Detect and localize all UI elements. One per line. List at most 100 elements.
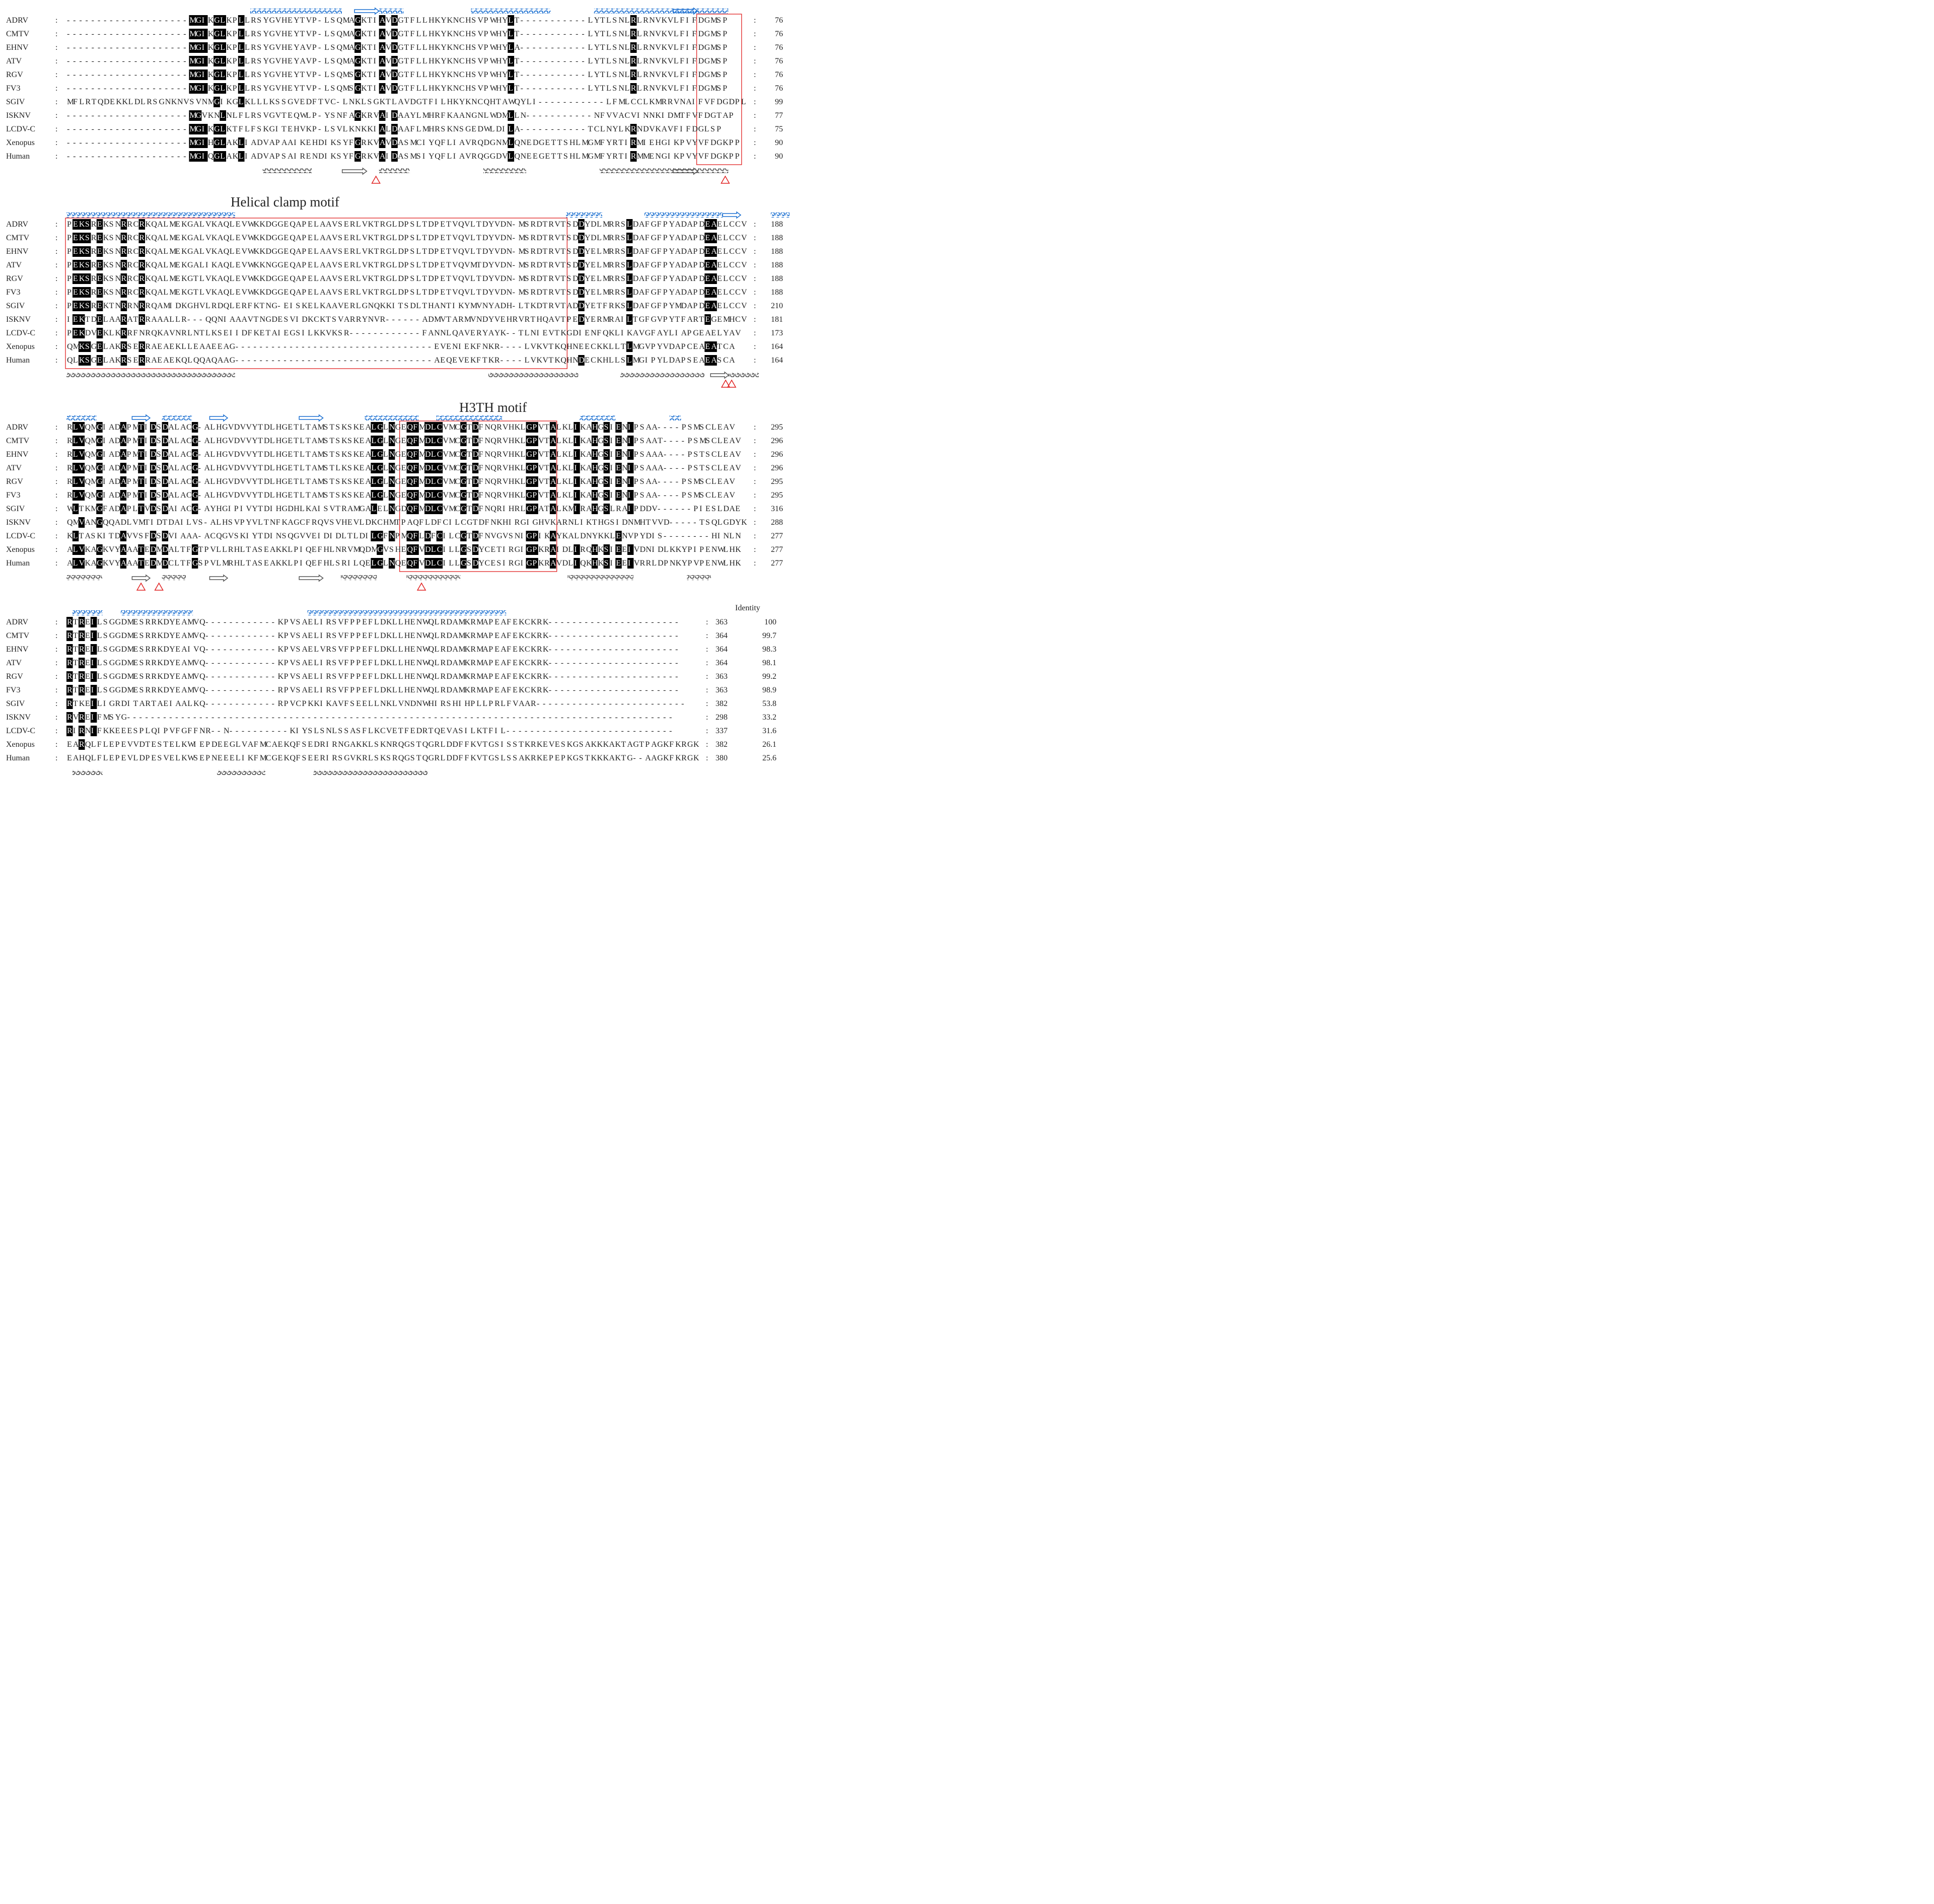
separator: : [754, 477, 756, 486]
conserved-cell [120, 422, 127, 433]
conserved-cell [238, 42, 245, 53]
separator: : [706, 727, 708, 735]
conserved-cell [603, 422, 610, 433]
conserved-cell [96, 476, 103, 487]
conserved-cell [220, 56, 227, 66]
conserved-highlights [66, 15, 717, 750]
conserved-cell [195, 69, 202, 80]
conserved-cell [460, 463, 467, 473]
conserved-cell [627, 544, 634, 555]
conserved-cell [120, 246, 127, 257]
helix-icon [66, 415, 97, 420]
conserved-cell [591, 449, 598, 460]
conserved-cell [574, 463, 580, 473]
conserved-cell [615, 544, 622, 555]
separator: : [754, 30, 756, 38]
conserved-cell [371, 422, 377, 433]
end-position: 296 [771, 464, 783, 472]
strand-arrow-icon [209, 574, 229, 582]
helix-icon [687, 575, 711, 580]
conserved-cell [508, 137, 515, 148]
conserved-cell [627, 449, 634, 460]
conserved-cell [84, 287, 91, 298]
separator: : [55, 84, 57, 93]
conserved-cell [574, 490, 580, 501]
conserved-cell [472, 490, 479, 501]
sequence-human: - - - - - - - - - - - - - - - - - - - - MGI QGL AKL I ADVAP S AI RE… [67, 152, 740, 161]
end-position: 188 [771, 220, 783, 229]
separator: : [55, 43, 57, 52]
conserved-cell [220, 69, 227, 80]
strand-arrow-icon [299, 414, 324, 422]
seq-name-xenopus: Xenopus [6, 740, 35, 749]
strand-arrow-icon [673, 167, 698, 175]
end-position: 296 [771, 450, 783, 459]
strand-arrow-icon [673, 7, 698, 15]
sequence-sgiv: P E KS RE KT NRRNRRQAMI DKGHVL RDQL E RF KT NG- E I S K… [67, 302, 747, 310]
conserved-cell [78, 544, 85, 555]
identity-value: 99.2 [762, 672, 776, 681]
conserved-cell [626, 219, 633, 230]
conserved-cell [627, 490, 634, 501]
conserved-cell [84, 233, 91, 243]
conserved-cell [96, 504, 103, 514]
conserved-cell [78, 658, 85, 668]
conserved-cell [436, 544, 443, 555]
helix-icon [567, 575, 633, 580]
strand-arrow-icon [341, 167, 368, 175]
conserved-cell [424, 436, 431, 446]
conserved-cell [96, 544, 103, 555]
conserved-cell [78, 219, 85, 230]
conserved-cell [162, 422, 169, 433]
conserved-cell [195, 56, 202, 66]
conserved-cell [195, 15, 202, 26]
conserved-cell [189, 110, 196, 121]
end-position: 382 [715, 740, 728, 749]
seq-name-adrv: ADRV [6, 618, 29, 626]
sequence-cmtv: RL VQMGI ADAP MT I DS DAL ACG- AL HGVDVVYT DL HGE T L… [67, 437, 741, 445]
sequence-fv3: - - - - - - - - - - - - - - - - - - - - MGI KGL KP L L RS YGVHE YT V… [67, 84, 727, 93]
conserved-cell [72, 558, 79, 569]
helix-icon [120, 610, 193, 615]
separator: : [754, 342, 756, 351]
sequence-xenopus: E ARQL F L E P E VVDT E S T E L KWI E P DE E GL VAF MCAE KQF S… [67, 740, 699, 749]
sequence-adrv: RL VQMGI ADAP MT I DS DAL ACG- AL HGVDVVYT DL HGE T L… [67, 423, 735, 432]
conserved-cell [574, 449, 580, 460]
conserved-cell [189, 69, 196, 80]
sequence-text: ADRV: - - - - - - - - - - - - - - - - - - - - MGI KGL KP L L RS YGV… [6, 16, 783, 762]
conserved-cell [191, 436, 198, 446]
conserved-cell [472, 449, 479, 460]
conserved-cell [138, 558, 145, 569]
conserved-cell [460, 531, 467, 541]
conserved-cell [379, 83, 386, 94]
conserved-cell [78, 314, 85, 325]
conserved-cell [120, 436, 127, 446]
conserved-cell [549, 504, 556, 514]
conserved-cell [406, 490, 413, 501]
conserved-cell [150, 490, 157, 501]
conserved-cell [578, 260, 585, 270]
seq-name-isknv: ISKNV [6, 111, 31, 120]
conserved-cell [138, 287, 146, 298]
triangle-marker-icon [154, 582, 164, 591]
helix-icon [566, 213, 603, 218]
conserved-cell [526, 476, 532, 487]
conserved-cell [424, 463, 431, 473]
conserved-cell [406, 422, 413, 433]
seq-name-fv3: FV3 [6, 686, 20, 694]
strand-arrow-icon [209, 414, 229, 422]
separator: : [55, 659, 57, 667]
conserved-cell [630, 137, 637, 148]
conserved-cell [627, 436, 634, 446]
conserved-cell [472, 422, 479, 433]
conserved-cell [90, 698, 97, 709]
conserved-cell [379, 15, 386, 26]
seq-name-xenopus: Xenopus [6, 342, 35, 351]
conserved-cell [630, 29, 637, 39]
conserved-cell [526, 531, 532, 541]
end-position: 337 [715, 727, 728, 735]
identity-header: Identity [735, 604, 760, 612]
conserved-cell [436, 490, 443, 501]
conserved-cell [508, 42, 515, 53]
conserved-cell [391, 151, 398, 162]
